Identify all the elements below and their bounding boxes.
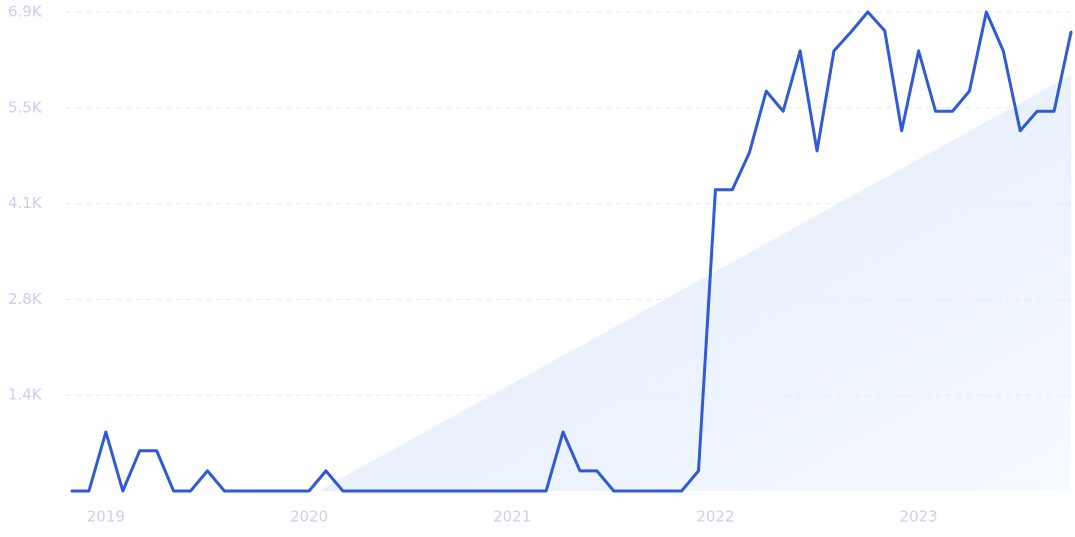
x-tick-label: 2021 (493, 508, 531, 526)
x-tick-label: 2023 (900, 508, 938, 526)
y-tick-label: 5.5K (8, 98, 43, 116)
x-tick-label: 2022 (696, 508, 734, 526)
x-tick-label: 2020 (290, 508, 328, 526)
trend-area (318, 75, 1071, 491)
trend-line (70, 10, 1073, 493)
x-tick-label: 2019 (87, 508, 125, 526)
y-tick-label: 1.4K (8, 386, 43, 404)
y-tick-label: 2.8K (8, 290, 43, 308)
y-tick-label: 4.1K (8, 194, 43, 212)
y-tick-label: 6.9K (8, 3, 43, 21)
